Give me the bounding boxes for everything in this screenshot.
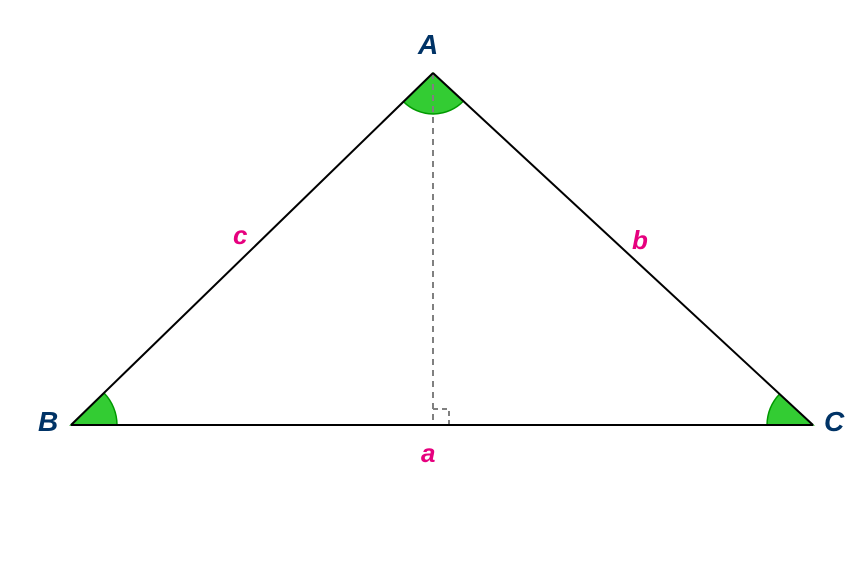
vertex-label-b: B: [38, 406, 58, 438]
side-label-c: c: [233, 220, 247, 251]
right-angle-marker: [433, 409, 449, 425]
side-ac: [433, 73, 813, 425]
side-label-b: b: [632, 225, 648, 256]
vertex-label-a: A: [418, 29, 438, 61]
side-label-a: a: [421, 438, 435, 469]
angle-marker-b: [71, 393, 117, 425]
triangle-diagram: [0, 0, 867, 568]
angle-marker-c: [767, 394, 813, 425]
side-ab: [71, 73, 433, 425]
vertex-label-c: C: [824, 406, 844, 438]
